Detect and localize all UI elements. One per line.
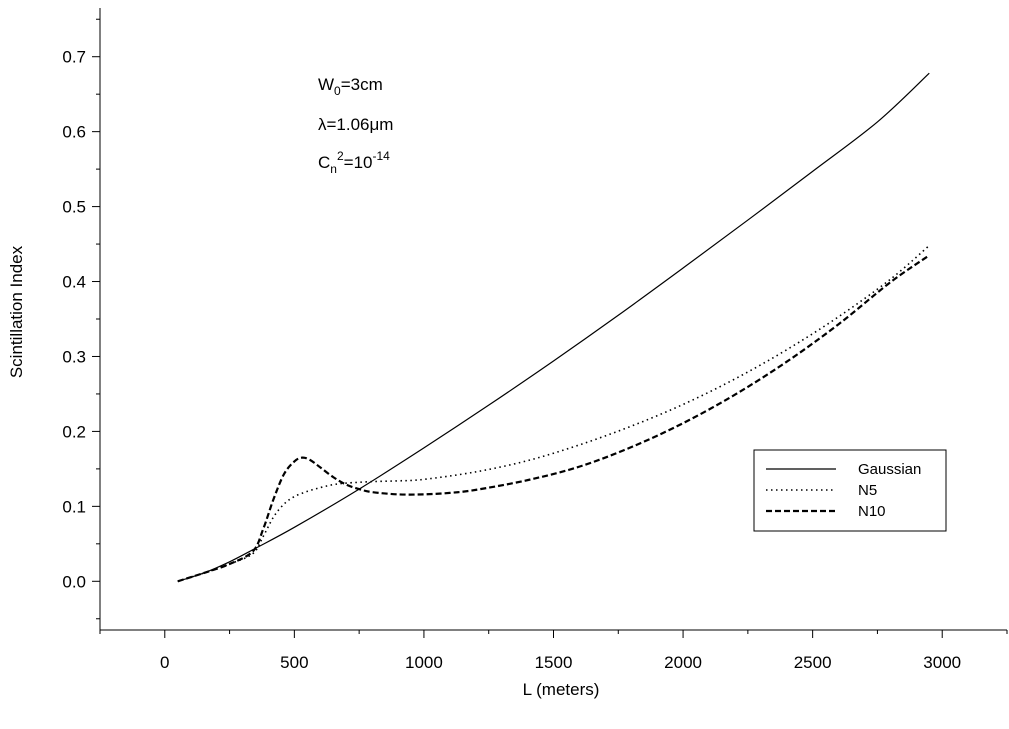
y-tick-label: 0.5 <box>62 198 86 217</box>
y-tick-label: 0.3 <box>62 347 86 366</box>
y-tick-label: 0.7 <box>62 48 86 67</box>
y-axis-label: Scintillation Index <box>7 245 26 378</box>
series-line-gaussian <box>177 72 930 582</box>
annotation-w0: W0=3cm <box>318 75 383 98</box>
y-tick-label: 0.2 <box>62 422 86 441</box>
x-tick-label: 3000 <box>923 653 961 672</box>
y-tick-label: 0.6 <box>62 123 86 142</box>
legend-label-gaussian: Gaussian <box>858 461 921 478</box>
x-tick-label: 2500 <box>794 653 832 672</box>
y-tick-label: 0.1 <box>62 497 86 516</box>
y-tick-label: 0.0 <box>62 572 86 591</box>
annotation-lambda: λ=1.06μm <box>318 115 393 134</box>
x-tick-label: 1000 <box>405 653 443 672</box>
annotation-cn2: Cn2=10-14 <box>318 149 390 176</box>
x-tick-label: 0 <box>160 653 169 672</box>
series-line-n5 <box>177 244 930 583</box>
y-tick-label: 0.4 <box>62 273 86 292</box>
axes <box>99 8 1007 631</box>
x-axis-label: L (meters) <box>523 680 600 699</box>
x-tick-label: 500 <box>280 653 308 672</box>
ticks: 0 500 1000 1500 2000 2500 3000 0.0 0.1 0.2 0.3 0.4 0… <box>62 18 1008 672</box>
x-tick-label: 1500 <box>535 653 573 672</box>
legend: Gaussian N5 N10 <box>753 449 947 532</box>
series-line-n10 <box>177 254 930 583</box>
legend-label-n5: N5 <box>858 482 877 499</box>
legend-label-n10: N10 <box>858 503 886 520</box>
x-tick-label: 2000 <box>664 653 702 672</box>
plot-area <box>177 72 930 583</box>
